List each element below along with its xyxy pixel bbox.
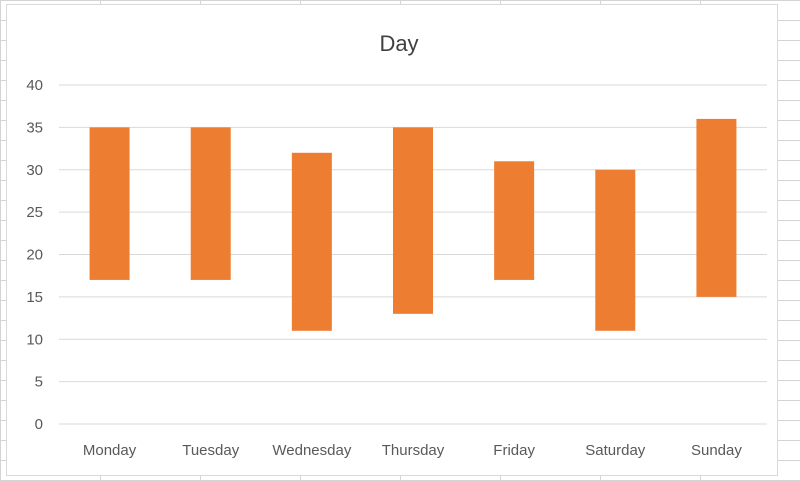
- y-tick-label: 0: [35, 416, 43, 433]
- y-tick-label: 35: [26, 119, 43, 136]
- range-bar-chart: Day 0 5 10 15 20 25 30 35 40 Monday Tuesday Wednes…: [26, 31, 767, 459]
- chart-area[interactable]: Day 0 5 10 15 20 25 30 35 40 Monday Tuesday Wednes…: [6, 4, 778, 476]
- bar-thursday[interactable]: [393, 127, 433, 314]
- y-tick-label: 20: [26, 247, 43, 264]
- chart-title: Day: [379, 31, 418, 56]
- x-category-label: Thursday: [382, 442, 445, 459]
- bar-saturday[interactable]: [595, 169, 636, 331]
- bar-monday[interactable]: [89, 127, 130, 280]
- x-category-label: Friday: [493, 442, 535, 459]
- y-tick-label: 15: [26, 289, 43, 306]
- x-category-label: Tuesday: [182, 442, 239, 459]
- bar-friday[interactable]: [494, 161, 535, 280]
- x-category-label: Saturday: [585, 442, 646, 459]
- x-category-label: Wednesday: [272, 442, 351, 459]
- bars: [89, 118, 737, 331]
- x-category-label: Sunday: [691, 442, 742, 459]
- y-tick-label: 30: [26, 162, 43, 179]
- y-tick-label: 5: [35, 374, 43, 391]
- y-tick-label: 25: [26, 204, 43, 221]
- y-tick-label: 10: [26, 331, 43, 348]
- bar-sunday[interactable]: [696, 118, 737, 297]
- y-tick-label: 40: [26, 77, 43, 94]
- x-category-label: Monday: [83, 442, 137, 459]
- bar-tuesday[interactable]: [190, 127, 231, 280]
- x-axis-category-labels: Monday Tuesday Wednesday Thursday Friday Satu…: [83, 442, 742, 459]
- y-axis-tick-labels: 0 5 10 15 20 25 30 35 40: [26, 77, 43, 433]
- bar-wednesday[interactable]: [291, 152, 332, 331]
